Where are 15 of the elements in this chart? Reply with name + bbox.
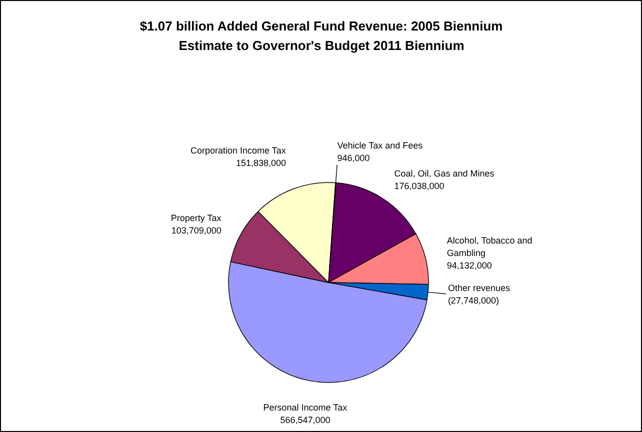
slice-label: Alcohol, Tobacco and Gambling bbox=[446, 235, 532, 258]
chart-title: $1.07 billion Added General Fund Revenue: 2005 Biennium Estimate to Governor's Budget 2011 Biennium bbox=[140, 18, 503, 53]
slice-label: Personal Income Tax bbox=[263, 402, 348, 412]
data-label: 566,547,000 bbox=[280, 414, 330, 425]
data-label: 946,000 bbox=[337, 152, 370, 163]
slice-label: Corporation Income Tax bbox=[190, 146, 286, 156]
slice-label: Property Tax bbox=[170, 212, 222, 223]
slice-label: Other revenues bbox=[448, 282, 510, 293]
data-label: 103,709,000 bbox=[171, 225, 222, 236]
slice-label: Vehicle Tax and Fees bbox=[337, 140, 424, 150]
data-label: (27,748,000) bbox=[448, 295, 499, 306]
data-label: 176,038,000 bbox=[394, 180, 444, 191]
slice-label: Coal, Oil, Gas and Mines bbox=[394, 168, 495, 178]
data-label: 94,132,000 bbox=[446, 260, 492, 270]
data-label: 151,838,000 bbox=[236, 158, 286, 168]
